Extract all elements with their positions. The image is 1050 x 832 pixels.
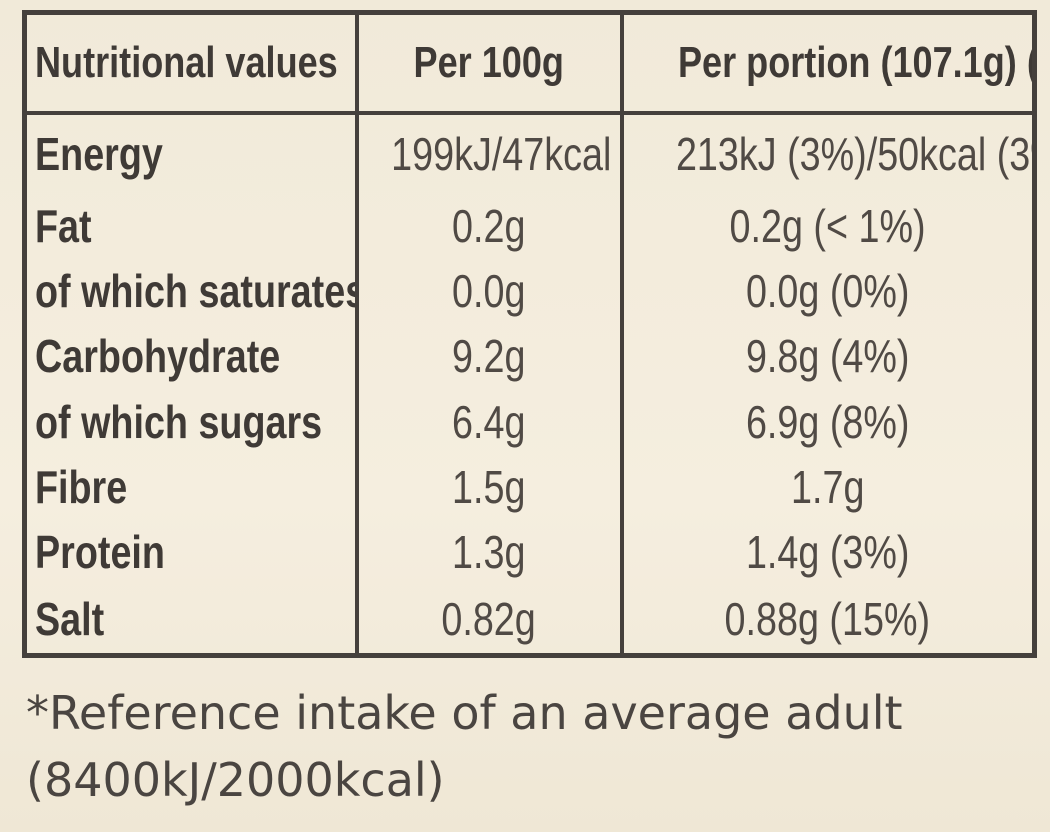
row-name: Energy xyxy=(35,127,163,180)
row-name: Fat xyxy=(35,199,92,252)
table-row: Fat 0.2g 0.2g (< 1%) xyxy=(25,192,1035,259)
row-per-portion: 213kJ (3%)/50kcal (3%) xyxy=(619,112,1035,193)
row-per-100g: 0.0g xyxy=(354,258,622,324)
footnote-line-2: (8400kJ/2000kcal) xyxy=(26,752,445,807)
row-per-portion: 6.9g (8%) xyxy=(619,389,1035,455)
row-per-100g: 9.2g xyxy=(354,323,622,390)
row-per-100g: 199kJ/47kcal xyxy=(354,112,622,193)
footnote-line-1: *Reference intake of an average adult xyxy=(26,686,903,740)
row-name: Protein xyxy=(35,526,165,579)
row-per-100g: 1.3g xyxy=(354,519,622,586)
reference-intake-footnote: *Reference intake of an average adult (8… xyxy=(26,680,1026,813)
nutrition-table: Nutritional values Per 100g Per portion … xyxy=(22,10,1037,658)
header-per-100g: Per 100g xyxy=(354,12,622,115)
row-per-100g: 0.2g xyxy=(354,192,622,259)
row-per-100g: 0.82g xyxy=(354,585,622,656)
table-row: Salt 0.82g 0.88g (15%) xyxy=(25,585,1035,656)
row-name: Fibre xyxy=(35,461,128,514)
row-name: of which saturates xyxy=(35,264,357,317)
table-row: Energy 199kJ/47kcal 213kJ (3%)/50kcal (3… xyxy=(25,112,1035,193)
table-row: Fibre 1.5g 1.7g xyxy=(25,454,1035,520)
row-per-portion: 1.7g xyxy=(619,454,1035,520)
row-per-portion: 0.0g (0%) xyxy=(619,258,1035,324)
table-row: of which sugars 6.4g 6.9g (8%) xyxy=(25,389,1035,455)
row-per-portion: 9.8g (4%) xyxy=(619,323,1035,390)
row-name: Salt xyxy=(35,593,105,646)
header-per-portion: Per portion (107.1g) (%*) xyxy=(619,12,1035,115)
table-row: Carbohydrate 9.2g 9.8g (4%) xyxy=(25,323,1035,390)
row-per-100g: 1.5g xyxy=(354,454,622,520)
row-name: of which sugars xyxy=(35,395,323,448)
row-name: Carbohydrate xyxy=(35,330,281,383)
row-per-portion: 1.4g (3%) xyxy=(619,519,1035,586)
header-nutritional-values: Nutritional values xyxy=(24,12,357,115)
table-row: Protein 1.3g 1.4g (3%) xyxy=(25,519,1035,586)
row-per-portion: 0.2g (< 1%) xyxy=(619,192,1035,259)
table-header-row: Nutritional values Per 100g Per portion … xyxy=(24,12,1035,115)
table-row: of which saturates 0.0g 0.0g (0%) xyxy=(25,258,1035,324)
row-per-100g: 6.4g xyxy=(354,389,622,455)
row-per-portion: 0.88g (15%) xyxy=(619,585,1035,656)
